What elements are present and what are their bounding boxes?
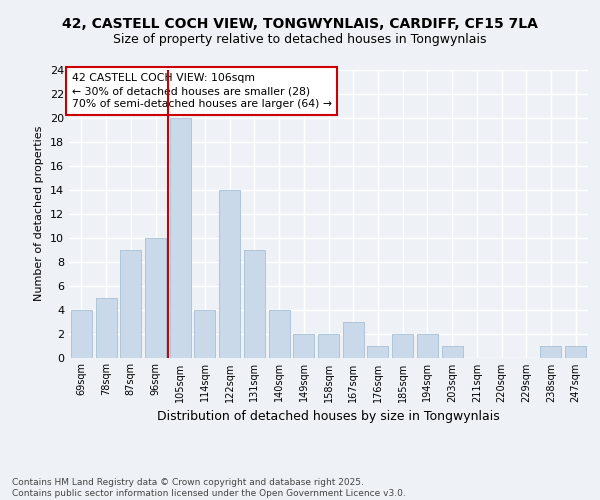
Text: Size of property relative to detached houses in Tongwynlais: Size of property relative to detached ho… bbox=[113, 32, 487, 46]
Bar bbox=[145, 238, 166, 358]
Bar bbox=[269, 310, 290, 358]
Y-axis label: Number of detached properties: Number of detached properties bbox=[34, 126, 44, 302]
X-axis label: Distribution of detached houses by size in Tongwynlais: Distribution of detached houses by size … bbox=[157, 410, 500, 423]
Bar bbox=[194, 310, 215, 358]
Bar bbox=[71, 310, 92, 358]
Text: Contains HM Land Registry data © Crown copyright and database right 2025.
Contai: Contains HM Land Registry data © Crown c… bbox=[12, 478, 406, 498]
Bar bbox=[120, 250, 141, 358]
Bar bbox=[170, 118, 191, 358]
Bar bbox=[367, 346, 388, 358]
Bar bbox=[318, 334, 339, 357]
Bar bbox=[442, 346, 463, 358]
Bar bbox=[417, 334, 438, 357]
Bar bbox=[565, 346, 586, 358]
Text: 42, CASTELL COCH VIEW, TONGWYNLAIS, CARDIFF, CF15 7LA: 42, CASTELL COCH VIEW, TONGWYNLAIS, CARD… bbox=[62, 18, 538, 32]
Bar bbox=[392, 334, 413, 357]
Bar bbox=[95, 298, 116, 358]
Bar bbox=[343, 322, 364, 358]
Text: 42 CASTELL COCH VIEW: 106sqm
← 30% of detached houses are smaller (28)
70% of se: 42 CASTELL COCH VIEW: 106sqm ← 30% of de… bbox=[71, 73, 332, 110]
Bar bbox=[219, 190, 240, 358]
Bar bbox=[541, 346, 562, 358]
Bar bbox=[293, 334, 314, 357]
Bar bbox=[244, 250, 265, 358]
